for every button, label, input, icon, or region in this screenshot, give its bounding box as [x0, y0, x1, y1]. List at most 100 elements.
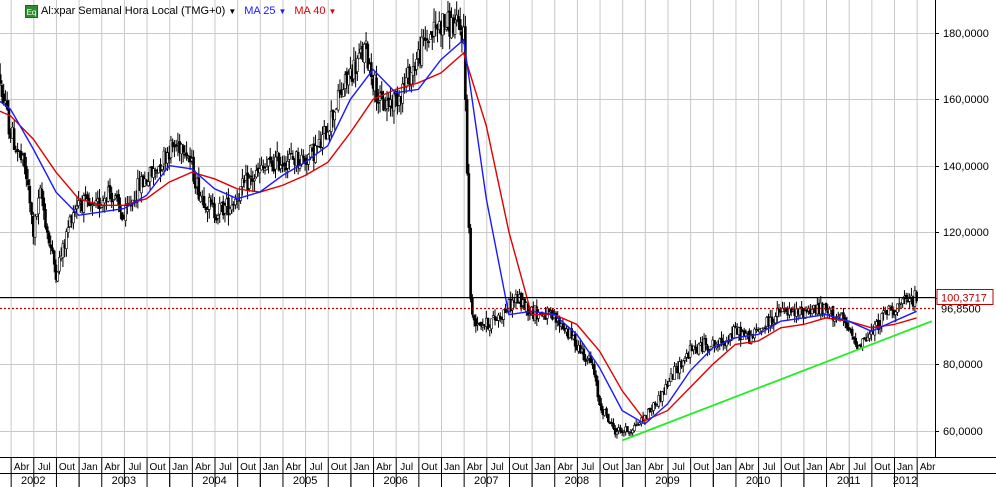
candle — [376, 88, 380, 114]
candle — [469, 224, 472, 303]
candle — [383, 96, 387, 112]
candle — [267, 157, 270, 174]
candle — [366, 41, 370, 71]
x-month-label: Out — [59, 462, 75, 473]
y-tick-label: 120,0000 — [943, 227, 989, 239]
x-month-label: Jan — [806, 462, 822, 473]
candle — [652, 401, 655, 415]
candle — [474, 314, 478, 333]
x-month-label: Out — [240, 462, 256, 473]
candle — [570, 321, 573, 341]
candle — [432, 8, 436, 43]
x-year-label: 2006 — [383, 475, 407, 487]
candle — [657, 391, 661, 409]
x-month-label: Abr — [286, 462, 302, 473]
candle — [901, 297, 905, 309]
candle — [877, 313, 880, 335]
candle — [824, 302, 828, 311]
candle — [673, 362, 676, 380]
ma40-dropdown-icon[interactable]: ▼ — [328, 6, 337, 16]
candle — [174, 139, 178, 152]
x-month-label: Abr — [195, 462, 211, 473]
x-month-label: Jan — [82, 462, 98, 473]
x-year-label: 2008 — [565, 475, 589, 487]
support-trendline[interactable] — [621, 320, 933, 442]
x-month-label: Jan — [263, 462, 279, 473]
x-month-label: Jan — [444, 462, 460, 473]
candle — [467, 163, 471, 234]
candle — [336, 83, 340, 113]
candle — [444, 26, 448, 32]
candle — [364, 32, 368, 50]
x-month-label: Jul — [582, 462, 595, 473]
x-axis: Abr Jul Out Jan Abr Jul Out Jan Abr Jul Out Jan Abr J… — [0, 457, 996, 487]
candle — [65, 228, 68, 257]
candle — [279, 156, 283, 173]
candle — [404, 68, 408, 94]
candle — [589, 351, 593, 364]
candle — [453, 8, 457, 39]
x-month-label: Jul — [129, 462, 142, 473]
candle — [573, 331, 577, 353]
candle — [302, 149, 305, 163]
candle — [356, 55, 359, 81]
candle — [25, 156, 28, 187]
x-month-label: Abr — [648, 462, 664, 473]
candle — [61, 240, 65, 268]
instrument-dropdown-icon[interactable]: ▼ — [228, 6, 237, 16]
x-year-label: 2009 — [655, 475, 679, 487]
candle — [207, 193, 211, 219]
ma40-legend-label[interactable]: MA 40 — [294, 5, 326, 17]
candle — [498, 312, 502, 323]
candle — [481, 318, 485, 332]
candle — [40, 182, 44, 207]
equity-symbol-icon[interactable]: Eq — [25, 4, 38, 18]
candle — [610, 418, 614, 427]
candle — [606, 413, 610, 424]
candle — [237, 193, 241, 211]
candle — [82, 192, 86, 223]
candle — [202, 187, 206, 209]
candle — [633, 422, 636, 433]
svg-text:96,8500: 96,8500 — [941, 304, 981, 316]
candle — [33, 213, 37, 246]
candle — [289, 142, 293, 155]
candle — [169, 135, 173, 164]
candle — [561, 318, 565, 330]
x-month-label: Abr — [920, 462, 936, 473]
ma25-legend-label[interactable]: MA 25 — [244, 5, 276, 17]
candle — [915, 290, 918, 304]
ma25-line — [0, 38, 917, 425]
candle — [422, 29, 425, 47]
candle — [12, 120, 16, 150]
candle — [108, 178, 112, 200]
candle — [734, 321, 737, 329]
candle — [45, 223, 49, 240]
candle — [282, 155, 286, 172]
candle — [44, 203, 47, 230]
x-month-label: Out — [693, 462, 709, 473]
ma25-dropdown-icon[interactable]: ▼ — [278, 6, 287, 16]
candle — [106, 180, 110, 203]
candle — [255, 164, 258, 179]
candle — [593, 361, 596, 378]
candle — [882, 306, 885, 321]
candle — [594, 370, 598, 386]
candle — [120, 212, 124, 222]
x-year-label: 2004 — [202, 475, 226, 487]
x-year-label: 2003 — [112, 475, 136, 487]
candle — [49, 235, 53, 255]
candle — [741, 329, 744, 340]
x-month-label: Abr — [104, 462, 120, 473]
candle — [410, 71, 413, 93]
candle — [472, 314, 476, 327]
candle — [342, 83, 345, 98]
instrument-label[interactable]: Al:xpar Semanal Hora Local (TMG+0) — [41, 5, 226, 17]
candle — [261, 159, 265, 174]
candle — [56, 271, 59, 283]
x-year-label: 2007 — [474, 475, 498, 487]
candle — [329, 100, 333, 138]
candle — [326, 123, 330, 140]
